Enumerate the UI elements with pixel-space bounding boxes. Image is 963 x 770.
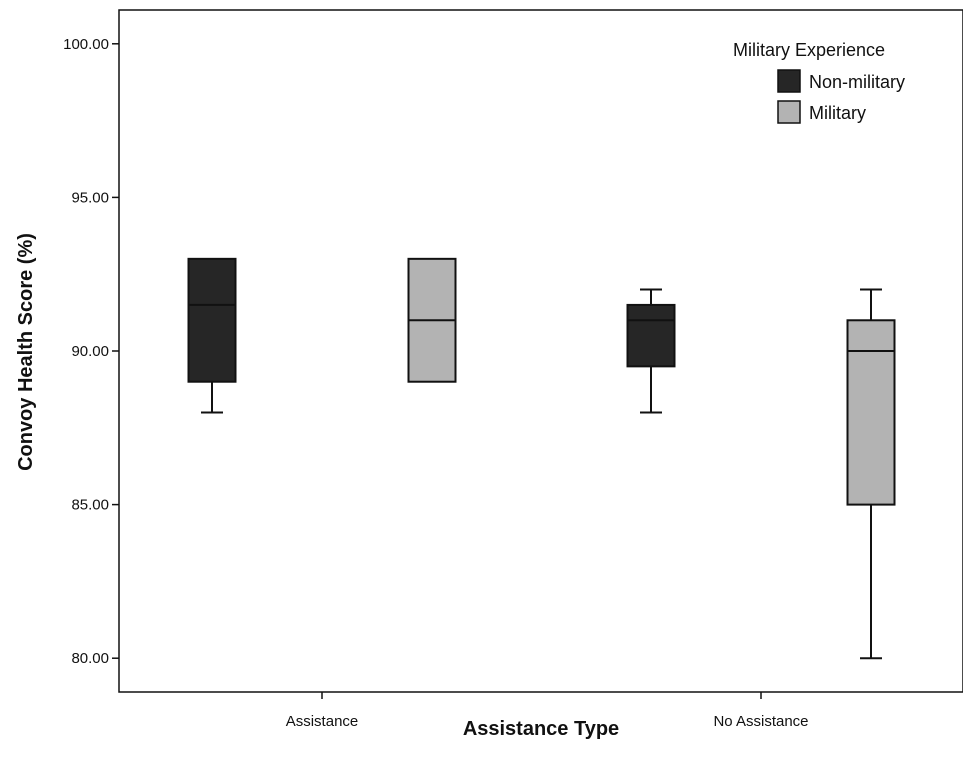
legend-swatch [777, 100, 801, 124]
x-tick-label: No Assistance [713, 713, 808, 730]
y-tick-label: 85.00 [71, 497, 109, 514]
box-non-military-0 [187, 257, 237, 414]
legend: Military Experience Non-military Military [733, 40, 905, 124]
y-axis-title: Convoy Health Score (%) [15, 233, 37, 471]
y-tick-label: 90.00 [71, 343, 109, 360]
y-tick-label: 100.00 [63, 36, 109, 53]
box-non-military-1 [626, 288, 676, 414]
legend-label: Non-military [809, 72, 905, 92]
x-axis-title: Assistance Type [463, 718, 619, 740]
box-iqr [187, 257, 237, 383]
x-tick-label: Assistance [286, 713, 359, 730]
box-military-1 [846, 288, 896, 660]
box-military-0 [407, 257, 457, 383]
legend-swatch [777, 69, 801, 93]
y-tick-label: 95.00 [71, 189, 109, 206]
y-tick-label: 80.00 [71, 650, 109, 667]
legend-title: Military Experience [733, 40, 885, 60]
legend-label: Military [809, 103, 866, 123]
box-iqr [846, 319, 896, 506]
box-iqr [626, 303, 676, 368]
